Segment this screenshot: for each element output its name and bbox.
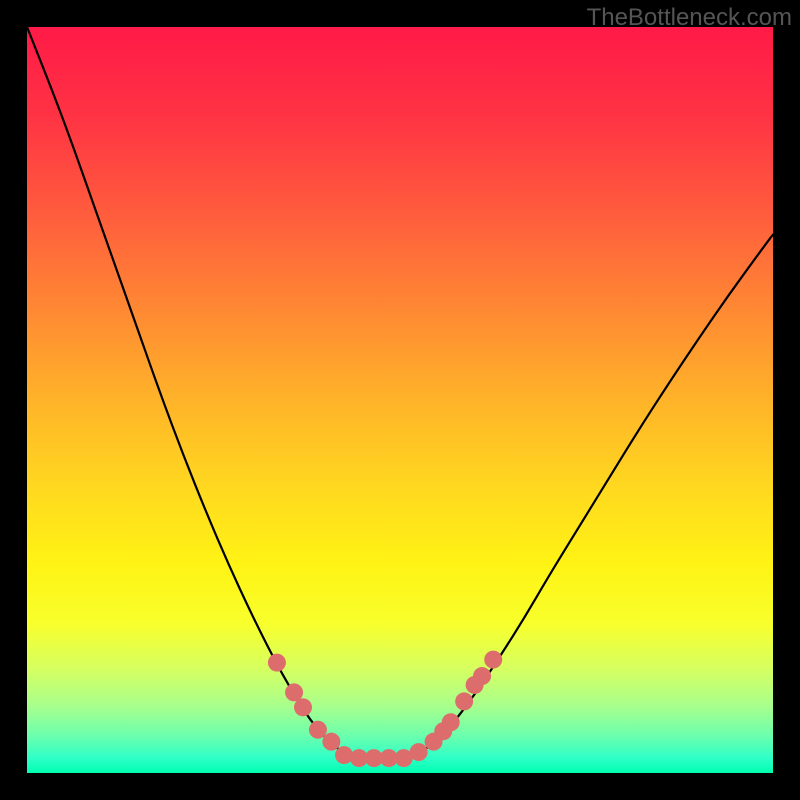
curve-marker xyxy=(442,713,460,731)
curve-marker xyxy=(268,654,286,672)
curve-marker xyxy=(285,683,303,701)
curve-marker xyxy=(410,743,428,761)
plot-svg xyxy=(27,27,773,773)
curve-marker xyxy=(335,746,353,764)
curve-marker xyxy=(294,698,312,716)
curve-marker xyxy=(309,721,327,739)
watermark-text: TheBottleneck.com xyxy=(587,4,792,32)
gradient-background xyxy=(27,27,773,773)
plot-area xyxy=(27,27,773,773)
curve-marker xyxy=(473,667,491,685)
chart-frame: TheBottleneck.com xyxy=(0,0,800,800)
curve-marker xyxy=(484,651,502,669)
curve-marker xyxy=(322,733,340,751)
curve-marker xyxy=(455,692,473,710)
